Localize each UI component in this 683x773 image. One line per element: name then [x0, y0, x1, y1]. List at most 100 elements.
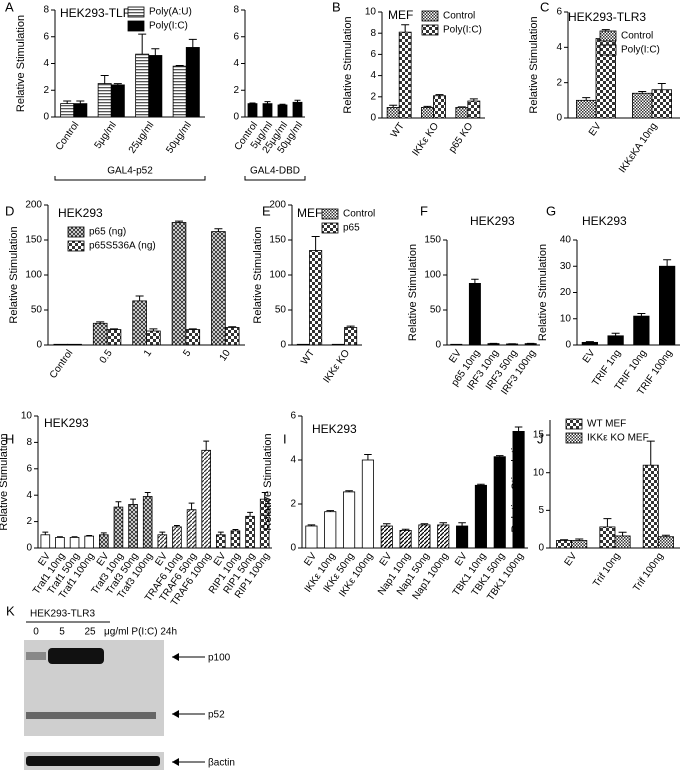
error-bar [159, 531, 166, 535]
bar [421, 107, 434, 119]
bar [135, 53, 150, 118]
bar [247, 103, 258, 118]
error-bar [100, 75, 109, 84]
x-tick-label: EV [378, 551, 395, 569]
y-axis-label: Relative Stimulation [407, 244, 419, 341]
bar [224, 327, 240, 346]
y-tick-label: 5 [538, 505, 544, 516]
y-tick-label: 15 [533, 430, 545, 441]
error-bar [389, 104, 398, 108]
y-tick-label: 2 [290, 499, 296, 510]
x-tick-label: 5μg/ml [93, 120, 119, 151]
y-tick-label: 0 [26, 543, 32, 554]
y-tick-label: 8 [43, 5, 49, 16]
error-bar [457, 106, 466, 108]
legend-swatch [599, 30, 617, 42]
error-bar [261, 492, 268, 500]
error-bar [71, 536, 78, 538]
error-bar [514, 426, 523, 432]
legend-swatch [421, 24, 439, 36]
error-bar [326, 510, 335, 512]
y-axis-label: Relative Stimulation [528, 16, 540, 113]
bar [92, 322, 108, 346]
x-tick-label: EV [581, 348, 598, 366]
bar [599, 526, 616, 549]
legend-swatch [599, 44, 617, 56]
bar [632, 92, 653, 119]
y-tick-label: 200 [269, 200, 286, 211]
bar [69, 537, 80, 549]
bar [67, 343, 82, 346]
error-bar [279, 103, 286, 105]
bar [106, 329, 122, 346]
error-bar [249, 102, 256, 104]
y-tick-label: 0 [538, 543, 544, 554]
error-bar [174, 525, 180, 527]
error-bar [307, 524, 316, 526]
legend-swatch [565, 418, 583, 430]
error-bar [113, 83, 122, 85]
bar [128, 504, 138, 549]
error-bar [138, 33, 147, 55]
y-tick-label: 40 [560, 235, 572, 246]
bar [99, 534, 109, 549]
error-bar [188, 328, 197, 330]
error-bar [560, 539, 569, 541]
x-tick-label: EV [453, 551, 470, 569]
error-bar [603, 518, 612, 527]
bar [474, 484, 487, 549]
bar [607, 335, 624, 346]
bar [73, 103, 88, 118]
error-bar [217, 531, 224, 535]
chart-title: MEF [297, 206, 322, 220]
error-bar [76, 100, 85, 104]
error-bar [401, 24, 410, 33]
legend-label: p65 [343, 223, 360, 234]
bar [456, 525, 469, 549]
bar [157, 534, 168, 549]
arrow-head [172, 710, 179, 718]
bar [433, 95, 446, 119]
error-bar [661, 534, 670, 537]
y-tick-label: 100 [424, 270, 441, 281]
bar [245, 515, 255, 549]
bar [132, 300, 147, 346]
error-bar [382, 523, 391, 526]
bar [148, 55, 163, 118]
band-label: βactin [208, 758, 235, 769]
error-bar [458, 522, 466, 526]
band [48, 648, 104, 664]
bar [437, 524, 450, 549]
bar [386, 107, 400, 119]
x-tick-label: WT [389, 121, 407, 140]
y-tick-label: 6 [556, 7, 562, 18]
error-bar [100, 532, 107, 535]
x-tick-label: 50μg/ml [164, 120, 194, 156]
error-bar [435, 94, 444, 96]
panel-letter: A [5, 0, 14, 14]
error-bar [638, 91, 647, 94]
y-tick-label: 0 [565, 340, 571, 351]
bar [581, 341, 599, 346]
bar [361, 459, 374, 549]
error-bar [228, 326, 237, 328]
x-tick-label: Trif 10ng [591, 551, 622, 589]
y-tick-label: 50 [275, 305, 287, 316]
legend-label: Poly(I:C) [621, 45, 660, 56]
y-tick-label: 4 [43, 58, 49, 69]
dose: 25 [84, 627, 96, 638]
legend-swatch [127, 20, 145, 32]
bar [296, 343, 310, 346]
bar [186, 509, 197, 549]
bar [399, 530, 412, 549]
bar [642, 464, 659, 549]
error-bar [247, 511, 253, 517]
error-bar [264, 101, 271, 104]
x-tick-label: IKKε KO [321, 348, 352, 385]
bar [659, 265, 676, 346]
error-bar [294, 99, 301, 103]
legend-swatch [565, 432, 583, 444]
error-bar [439, 522, 448, 525]
panel-letter: G [546, 203, 556, 218]
